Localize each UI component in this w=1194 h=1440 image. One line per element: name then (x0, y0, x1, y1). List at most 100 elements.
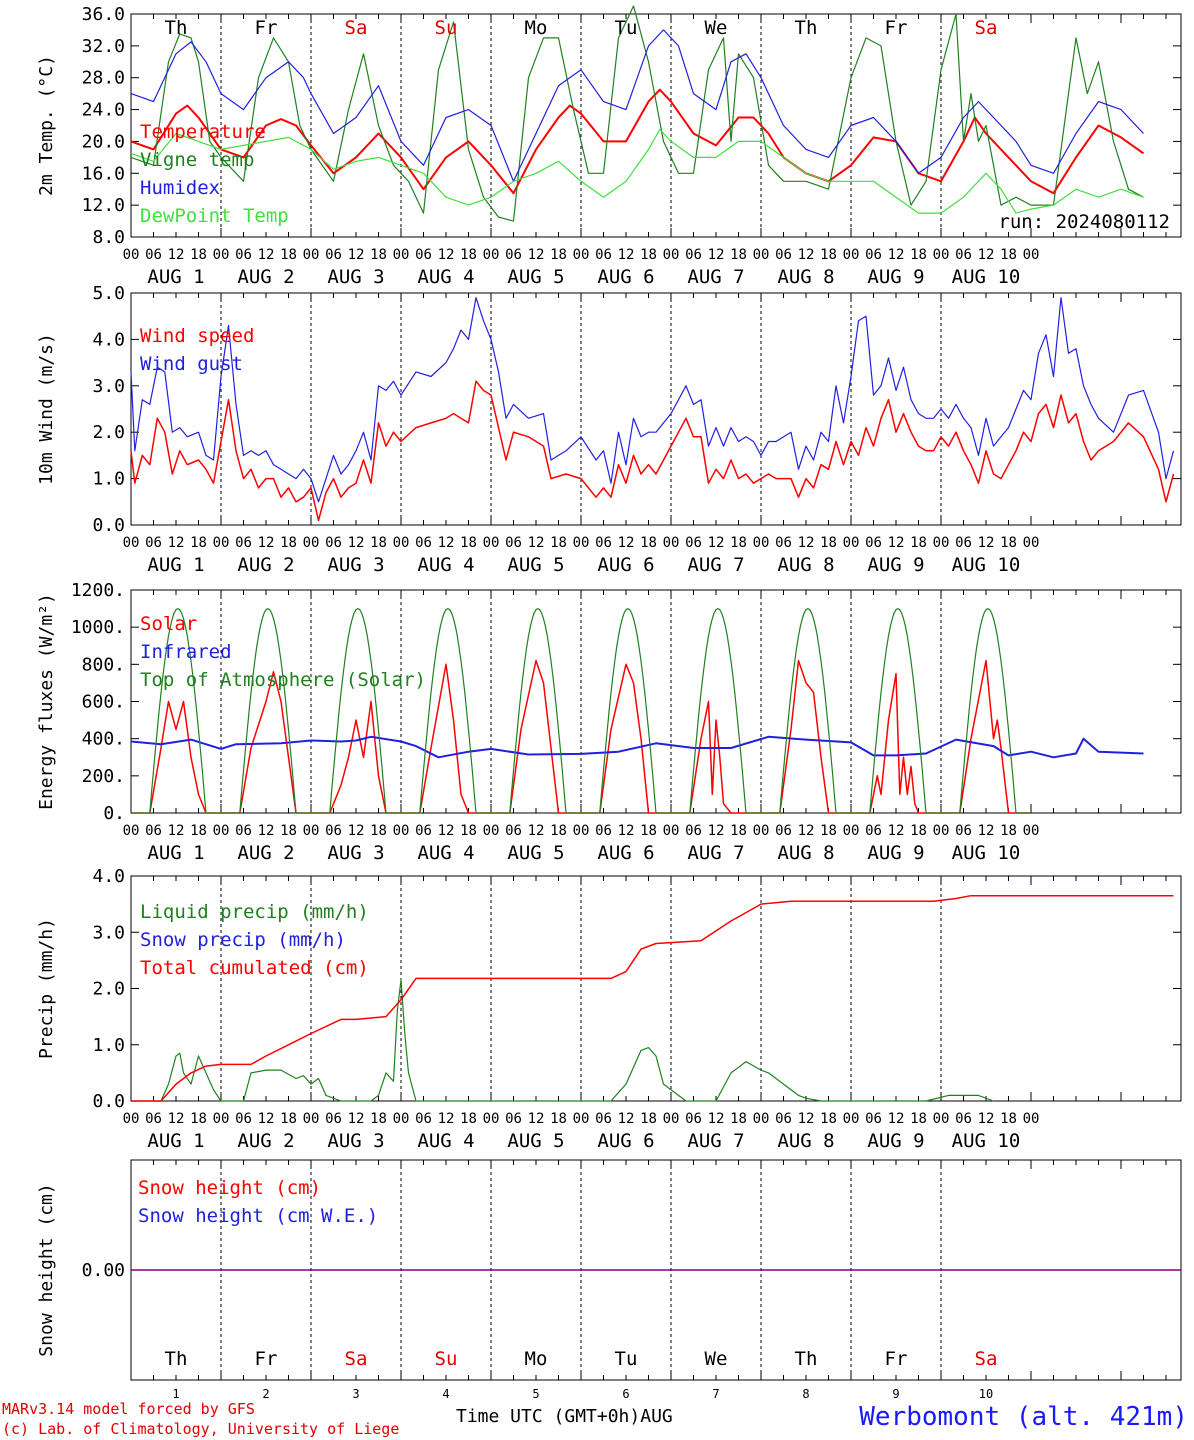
hour-tick-label: 18 (820, 823, 837, 839)
date-label: AUG 2 (237, 554, 294, 576)
hour-tick-label: 00 (123, 1111, 140, 1127)
hour-tick-label: 00 (393, 247, 410, 263)
hour-tick-label: 00 (303, 823, 320, 839)
hour-tick-label: 18 (550, 823, 567, 839)
hour-tick-label: 18 (910, 1111, 927, 1127)
hour-tick-label: 00 (213, 247, 230, 263)
hour-tick-label: 00 (1023, 535, 1040, 551)
hour-tick-label: 06 (775, 823, 792, 839)
date-label: AUG 4 (417, 1130, 474, 1152)
hour-tick-label: 18 (910, 823, 927, 839)
weekday-label: Mo (525, 1348, 548, 1370)
hour-tick-label: 06 (955, 247, 972, 263)
legend-entry: Snow precip (mm/h) (140, 929, 346, 951)
y-tick-label: 16.0 (82, 163, 125, 184)
hour-tick-label: 00 (303, 535, 320, 551)
hour-tick-label: 00 (1023, 247, 1040, 263)
date-label: AUG 1 (147, 1130, 204, 1152)
series-line-total-cumulated-cm- (131, 894, 1174, 1102)
hour-tick-label: 06 (595, 823, 612, 839)
series-line-humidex (130, 29, 1144, 182)
hour-tick-label: 18 (280, 247, 297, 263)
legend-entry: Humidex (140, 177, 220, 199)
hour-tick-label: 12 (618, 823, 635, 839)
weekday-label: Fr (255, 1348, 278, 1370)
hour-tick-label: 00 (573, 1111, 590, 1127)
hour-tick-label: 00 (753, 247, 770, 263)
y-tick-label: 28.0 (82, 68, 125, 89)
hour-tick-label: 12 (168, 1111, 185, 1127)
y-axis-label: 2m Temp. (°C) (36, 55, 57, 196)
hour-tick-label: 12 (348, 823, 365, 839)
hour-tick-label: 06 (415, 1111, 432, 1127)
hour-tick-label: 00 (393, 535, 410, 551)
weekday-label: Th (795, 1348, 818, 1370)
hour-tick-label: 12 (168, 823, 185, 839)
date-label: AUG 7 (687, 266, 744, 288)
legend-entry: Wind gust (140, 353, 243, 375)
panel-frame (130, 589, 1182, 814)
y-tick-label: 600. (82, 692, 125, 713)
hour-tick-label: 12 (438, 535, 455, 551)
hour-tick-label: 12 (258, 535, 275, 551)
series-line-temperature (130, 88, 1145, 195)
hour-tick-label: 12 (258, 247, 275, 263)
hour-tick-label: 06 (865, 247, 882, 263)
weekday-label: Sa (345, 17, 368, 39)
hour-tick-label: 18 (190, 535, 207, 551)
hour-tick-label: 00 (303, 247, 320, 263)
weekday-label: Su (435, 17, 458, 39)
hour-tick-label: 06 (415, 247, 432, 263)
day-number-label: 7 (712, 1387, 719, 1401)
hour-tick-label: 06 (325, 1111, 342, 1127)
hour-tick-label: 18 (370, 247, 387, 263)
hour-tick-label: 18 (190, 247, 207, 263)
hour-tick-label: 18 (730, 823, 747, 839)
hour-tick-label: 12 (438, 247, 455, 263)
hour-tick-label: 18 (460, 535, 477, 551)
series-line-solar (131, 659, 1031, 814)
hour-tick-label: 18 (550, 535, 567, 551)
hour-tick-label: 18 (550, 247, 567, 263)
hour-tick-label: 00 (213, 1111, 230, 1127)
hour-tick-label: 12 (978, 247, 995, 263)
day-number-label: 6 (622, 1387, 629, 1401)
hour-tick-label: 18 (1000, 823, 1017, 839)
series-line-liquid-precip-mm-h- (131, 979, 994, 1102)
legend-entry: DewPoint Temp (140, 205, 289, 227)
hour-tick-label: 12 (348, 247, 365, 263)
hour-tick-label: 06 (415, 535, 432, 551)
hour-tick-label: 00 (393, 1111, 410, 1127)
hour-tick-label: 12 (438, 823, 455, 839)
hour-tick-label: 18 (370, 1111, 387, 1127)
hour-tick-label: 06 (775, 535, 792, 551)
date-label: AUG 8 (777, 842, 834, 864)
date-label: AUG 1 (147, 266, 204, 288)
series-line-infrared (130, 735, 1144, 759)
hour-tick-label: 18 (550, 1111, 567, 1127)
hour-tick-label: 12 (978, 1111, 995, 1127)
hour-tick-label: 06 (775, 1111, 792, 1127)
series-line-top-of-atmosphere-solar- (131, 608, 1031, 814)
hour-tick-label: 00 (753, 823, 770, 839)
y-tick-label: 20.0 (82, 131, 125, 152)
hour-tick-label: 06 (235, 823, 252, 839)
model-credit: MARv3.14 model forced by GFS (2, 1400, 255, 1418)
series-line-wind-speed (130, 380, 1175, 522)
hour-tick-label: 12 (618, 247, 635, 263)
weekday-label: We (705, 1348, 728, 1370)
panel-4 (130, 875, 1182, 1102)
hour-tick-label: 06 (595, 1111, 612, 1127)
hour-tick-label: 00 (123, 823, 140, 839)
weekday-label: Th (795, 17, 818, 39)
series-line-vigne-temp (130, 5, 1144, 222)
date-label: AUG 1 (147, 554, 204, 576)
hour-tick-label: 00 (573, 823, 590, 839)
hour-tick-label: 18 (640, 535, 657, 551)
date-label: AUG 6 (597, 266, 654, 288)
hour-tick-label: 12 (888, 823, 905, 839)
hour-tick-label: 18 (460, 1111, 477, 1127)
hour-tick-label: 06 (865, 823, 882, 839)
y-tick-label: 1.0 (92, 1035, 125, 1056)
hour-tick-label: 06 (145, 823, 162, 839)
